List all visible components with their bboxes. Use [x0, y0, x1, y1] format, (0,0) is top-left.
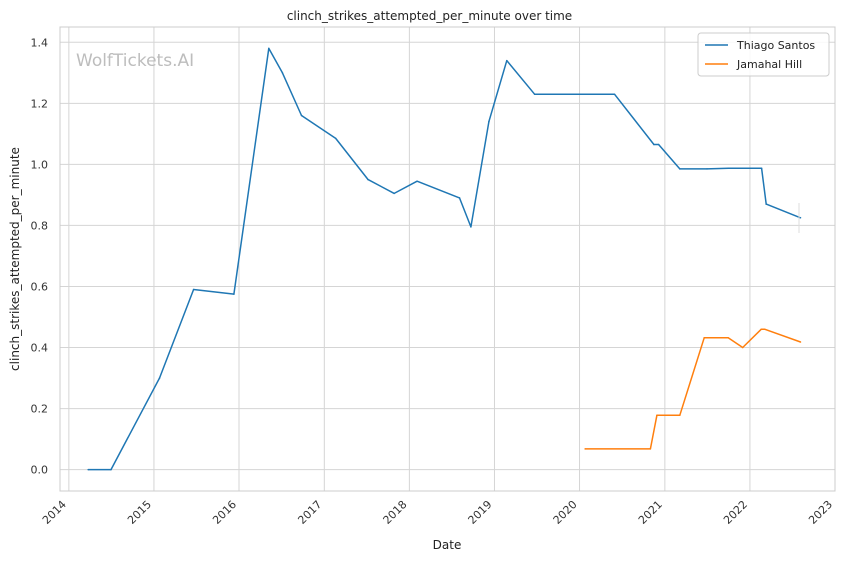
series-line-thiago-santos	[88, 47, 801, 471]
y-axis-label: clinch_strikes_attempted_per_minute	[8, 147, 22, 371]
data-point-thiago-santos	[281, 72, 284, 74]
data-point-thiago-santos	[653, 143, 655, 146]
data-point-thiago-santos	[158, 377, 161, 379]
data-point-thiago-santos	[706, 168, 708, 170]
data-point-jamahal-hill	[763, 328, 766, 330]
data-point-thiago-santos	[334, 137, 337, 140]
series-lines	[87, 47, 802, 471]
data-point-jamahal-hill	[741, 346, 744, 349]
y-tick-label: 0.2	[31, 403, 49, 416]
y-tick-label: 1.0	[31, 158, 49, 171]
data-point-jamahal-hill	[656, 414, 658, 417]
data-point-thiago-santos	[233, 293, 235, 295]
legend: Thiago Santos Jamahal Hill	[697, 32, 830, 77]
y-tick-label: 0.4	[31, 342, 49, 355]
watermark: WolfTickets.AI	[76, 51, 194, 71]
data-point-thiago-santos	[506, 59, 508, 62]
y-tick-label: 1.2	[31, 97, 49, 110]
data-point-jamahal-hill	[727, 337, 729, 339]
data-point-thiago-santos	[268, 47, 270, 50]
legend-label-thiago-santos: Thiago Santos	[736, 39, 815, 52]
data-point-thiago-santos	[799, 217, 802, 219]
data-point-thiago-santos	[87, 468, 89, 471]
data-point-thiago-santos	[765, 203, 767, 205]
data-point-thiago-santos	[300, 114, 303, 117]
data-point-jamahal-hill	[703, 337, 705, 339]
y-tick-label: 0.6	[31, 280, 49, 293]
data-point-jamahal-hill	[584, 448, 586, 450]
x-axis-label: Date	[433, 538, 462, 552]
plot-frame	[59, 26, 836, 492]
data-point-thiago-santos	[488, 120, 490, 123]
data-point-thiago-santos	[679, 168, 681, 170]
data-point-thiago-santos	[533, 93, 536, 95]
data-point-thiago-santos	[470, 226, 472, 228]
data-point-jamahal-hill	[649, 448, 652, 450]
y-tick-label: 0.0	[31, 464, 49, 477]
data-point-thiago-santos	[657, 143, 660, 146]
data-point-thiago-santos	[727, 167, 730, 170]
data-point-thiago-santos	[613, 93, 616, 95]
data-point-thiago-santos	[416, 180, 418, 182]
data-point-jamahal-hill	[679, 414, 681, 417]
data-point-thiago-santos	[110, 468, 112, 471]
data-point-jamahal-hill	[760, 328, 763, 330]
legend-box	[697, 32, 830, 77]
data-point-thiago-santos	[367, 178, 369, 181]
data-point-thiago-santos	[760, 167, 763, 170]
data-point-thiago-santos	[393, 192, 395, 195]
series-line-jamahal-hill	[585, 328, 801, 450]
data-point-thiago-santos	[458, 197, 461, 199]
data-point-thiago-santos	[192, 288, 195, 291]
y-tick-label: 1.4	[31, 36, 49, 49]
y-tick-labels: 0.0 0.2 0.4 0.6 0.8 1.0 1.2 1.4	[31, 36, 49, 476]
chart-title: clinch_strikes_attempted_per_minute over…	[287, 9, 572, 23]
legend-label-jamahal-hill: Jamahal Hill	[736, 58, 802, 71]
y-tick-label: 0.8	[31, 219, 49, 232]
data-point-jamahal-hill	[799, 341, 802, 343]
